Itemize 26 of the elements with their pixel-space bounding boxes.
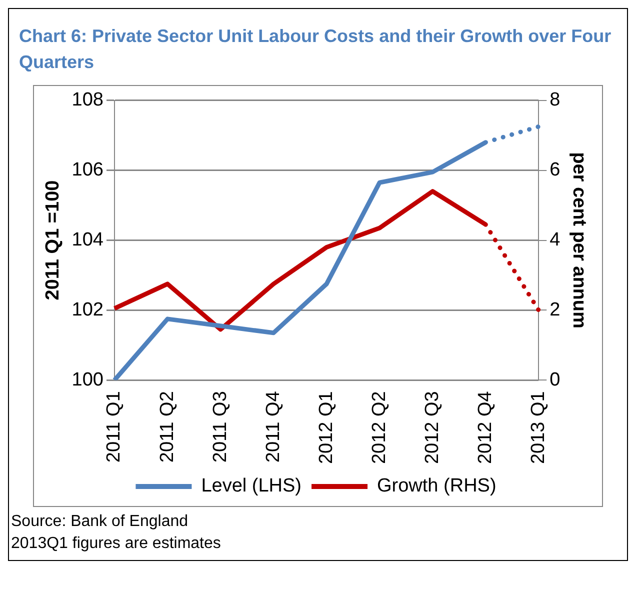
y2-axis-title: per cent per annum xyxy=(568,152,590,329)
y2-tick-label: 6 xyxy=(550,160,560,181)
y-tick-label: 108 xyxy=(72,90,104,111)
x-tick-label: 2012 Q3 xyxy=(422,391,443,464)
y-tick-label: 104 xyxy=(72,230,104,251)
y-tick-label: 106 xyxy=(72,160,104,181)
source-note: Source: Bank of England xyxy=(11,512,190,532)
legend-label: Growth (RHS) xyxy=(377,476,496,497)
x-tick-label: 2012 Q2 xyxy=(368,391,390,464)
x-tick-label: 2011 Q1 xyxy=(104,391,125,463)
y-tick-label: 100 xyxy=(72,370,104,391)
x-tick-label: 2011 Q4 xyxy=(262,390,284,463)
x-tick-label: 2011 Q2 xyxy=(156,391,178,463)
y2-tick-label: 8 xyxy=(550,90,560,111)
y2-tick-label: 4 xyxy=(550,230,561,251)
text: 2013Q1 figures are estimates xyxy=(11,534,222,554)
legend-label: Level (LHS) xyxy=(201,476,302,497)
y-tick-label: 102 xyxy=(72,300,104,321)
x-tick-label: 2012 Q4 xyxy=(474,390,496,464)
x-tick-label: 2012 Q1 xyxy=(316,391,337,464)
y2-tick-label: 2 xyxy=(550,300,560,321)
x-tick-label: 2011 Q3 xyxy=(210,391,231,463)
chart-title: Chart 6: Private Sector Unit Labour Costs and their Growth over Four Quarters xyxy=(18,25,612,74)
x-tick-label: 2013 Q1 xyxy=(528,391,549,464)
y-axis-title: 2011 Q1 =100 xyxy=(42,180,64,300)
y2-tick-label: 0 xyxy=(550,370,560,391)
